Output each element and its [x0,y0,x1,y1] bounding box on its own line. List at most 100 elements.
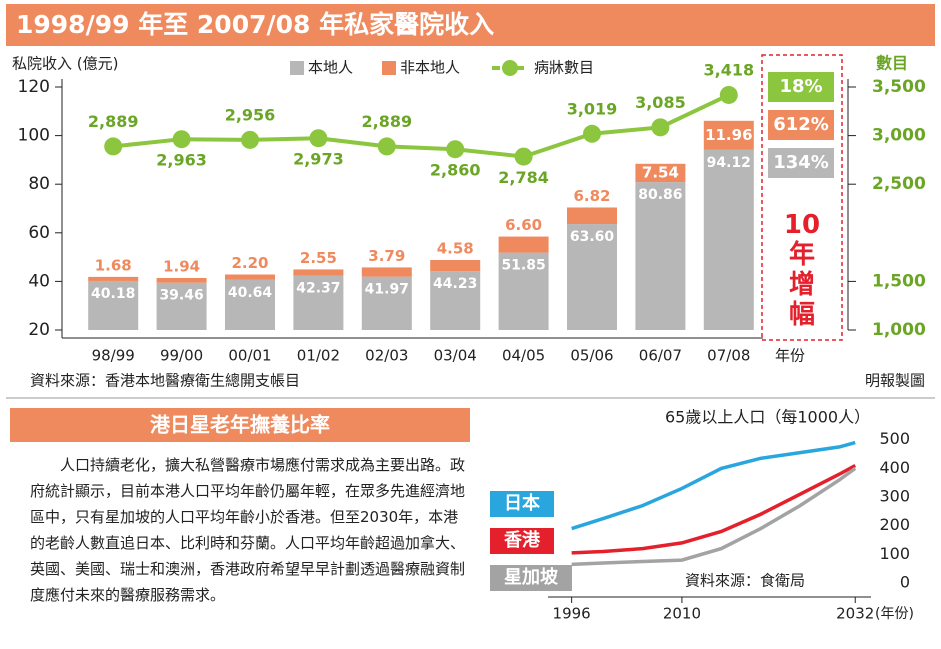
line-value-label: 2,889 [361,112,412,131]
y-tick-label: 100 [18,126,50,146]
line-marker [104,137,123,156]
line [571,466,857,567]
bar-value-label: 40.18 [91,286,135,302]
y-tick-label: 200 [879,515,910,534]
line [112,93,730,159]
bar-segment [635,182,686,330]
y-tick-label: 80 [28,174,50,194]
bar-segment [567,207,617,225]
bar-value-label: 2.55 [300,249,337,267]
bar-segment [225,279,275,330]
x-tick-label: 05/06 [570,347,613,365]
bar-value-label: 2.20 [231,254,268,272]
y-tick-label: 500 [879,429,910,448]
x-axis-label: (年份) [875,606,914,622]
bar-value-label: 40.64 [228,285,273,301]
x-tick-label: 99/00 [160,347,203,365]
line-marker [377,137,396,156]
bar-value-label: 6.82 [573,187,610,205]
bar-value-label: 11.96 [705,126,752,144]
series-label-box [490,528,554,554]
line-value-label: 3,085 [635,93,686,112]
x-tick-label: 1996 [553,605,591,623]
y-axis-label: 私院收入 (億元) [12,55,118,73]
bar-value-label: 44.23 [433,276,477,292]
x-tick-label: 2032 [836,605,874,623]
credit: 明報製圖 [865,372,925,390]
bar-value-label: 3.79 [368,247,405,265]
article-header [10,408,470,442]
bar-value-label: 41.97 [365,282,409,298]
bar-value-label: 51.85 [501,258,545,274]
growth-badge [768,110,834,140]
bar-segment [156,282,207,330]
x-tick-label: 00/01 [228,347,271,365]
line-value-label: 2,973 [293,150,344,169]
bar-segment [156,277,207,283]
bar-segment [361,276,412,330]
bar-value-label: 80.86 [638,187,682,203]
legend-label: 本地人 [308,59,353,77]
legend-swatch [382,61,396,75]
x-tick-label: 06/07 [639,347,682,365]
bar-segment [703,120,754,150]
bar-segment [293,269,344,276]
line-marker [651,118,670,137]
growth-badge [768,72,834,102]
legend-swatch [290,61,304,75]
y-tick-label: 20 [28,320,50,340]
bar-segment [430,271,481,330]
title-banner [6,4,935,46]
x-tick-label: 07/08 [707,347,750,365]
bar-segment [498,236,549,253]
y-tick-label: 120 [18,77,50,97]
bar-segment [567,224,617,330]
article-body: 人口持續老化，擴大私營醫療市場應付需求成為主要出路。政府統計顯示，目前本港人口平… [30,456,466,604]
y2-tick-label: 1,000 [872,320,926,340]
bar-value-label: 7.54 [642,163,679,181]
line-marker [446,140,465,159]
legend-label: 病牀數目 [534,59,594,77]
y2-tick-label: 1,500 [872,271,926,291]
growth-title: 10年增幅 [783,210,821,330]
growth-label: 134% [773,152,829,173]
line-value-label: 2,963 [156,151,207,170]
growth-label: 18% [779,76,822,97]
bar-value-label: 1.68 [95,256,132,274]
y-tick-label: 60 [28,223,50,243]
bar-segment [361,267,412,277]
bar-segment [635,163,686,183]
x-tick-label: 02/03 [365,347,408,365]
page-title: 1998/99 年至 2007/08 年私家醫院收入 [16,10,494,39]
line-value-label: 3,418 [703,60,754,79]
line-marker [309,129,328,148]
chart-title: 65歲以上人口（每1000人） [665,408,870,427]
line-marker [172,130,191,149]
y2-tick-label: 3,000 [872,126,926,146]
bar-segment [293,275,344,330]
y2-axis-label: 數目 [876,54,908,73]
bar-segment [88,276,139,281]
line-marker [719,85,738,104]
bar-value-label: 63.60 [570,229,615,245]
bar-segment [430,259,481,272]
legend-label: 香港 [503,530,541,551]
bar-value-label: 1.94 [163,257,200,275]
bar-value-label: 6.60 [505,216,542,234]
line-value-label: 2,860 [430,161,481,180]
bar-segment [498,252,549,330]
legend-label: 星加坡 [504,566,559,588]
line-value-label: 2,784 [498,168,549,187]
series-label-box [490,565,572,591]
line-value-label: 3,019 [567,99,618,118]
y-tick-label: 0 [900,573,910,592]
bar-segment [225,274,275,280]
legend-label: 非本地人 [400,59,460,77]
line-marker [514,147,533,166]
line-value-label: 2,889 [88,112,139,131]
x-tick-label: 04/05 [502,347,545,365]
x-tick-label: 2010 [663,605,701,623]
x-tick-label: 98/99 [92,347,135,365]
